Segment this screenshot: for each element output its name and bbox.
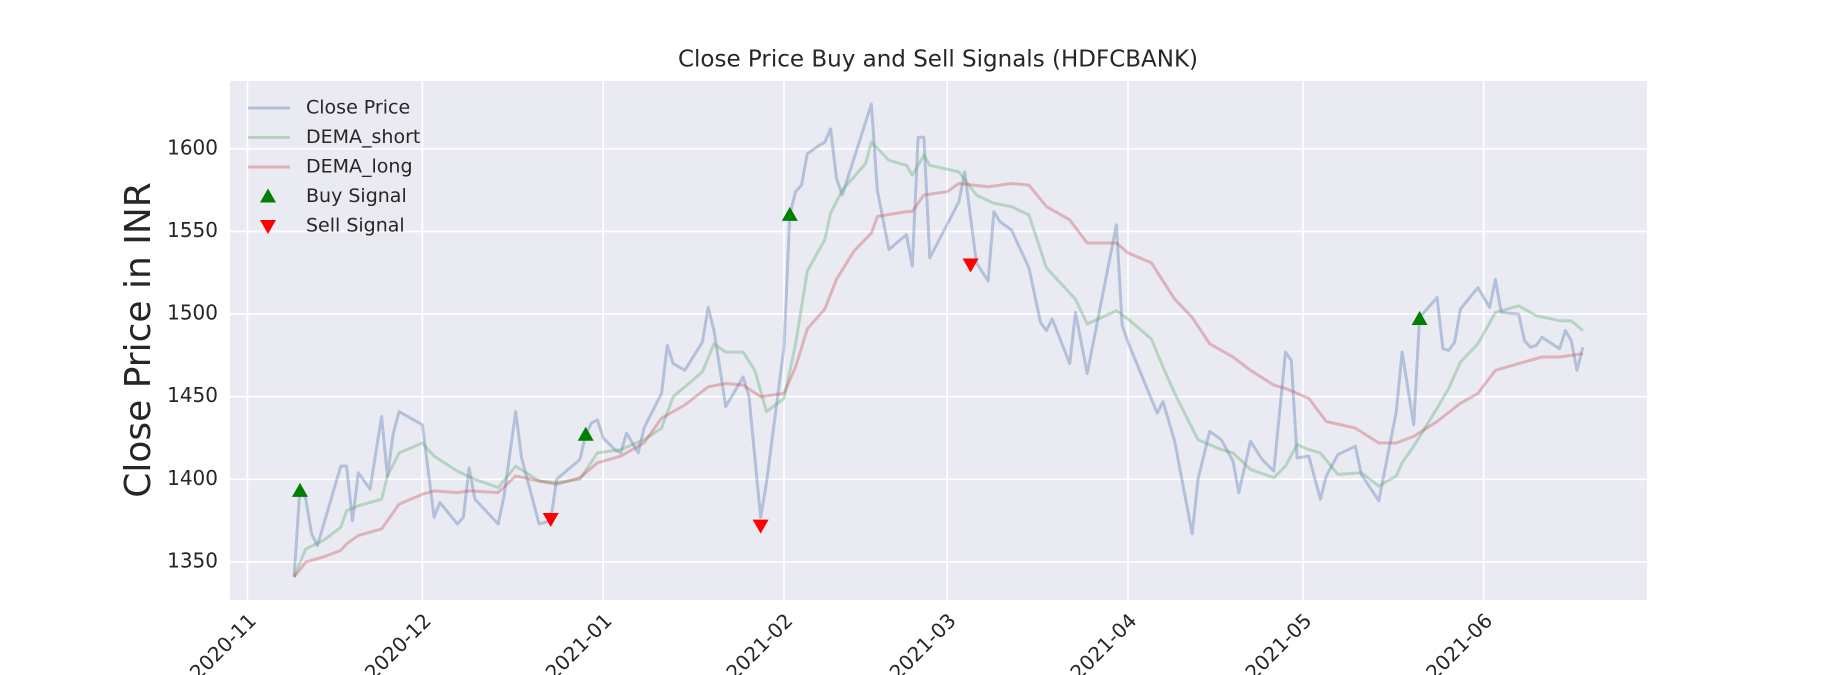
plot-area <box>230 81 1647 600</box>
signal-marker <box>542 513 559 528</box>
y-tick-label: 1550 <box>167 218 218 242</box>
y-tick-label: 1400 <box>167 466 218 490</box>
signal-marker <box>752 519 769 534</box>
legend-label: Close Price <box>306 97 410 119</box>
series-line <box>292 140 1584 578</box>
series-line <box>292 182 1584 578</box>
signal-marker <box>962 258 979 273</box>
series-line <box>292 102 1585 577</box>
signal-marker <box>781 206 798 221</box>
y-tick-label: 1450 <box>167 383 218 407</box>
y-tick-label: 1350 <box>167 548 218 572</box>
y-tick-label: 1600 <box>167 135 218 159</box>
y-tick-label: 1500 <box>167 301 218 325</box>
y-axis-label: Close Price in INR <box>118 182 159 498</box>
signal-marker <box>1411 311 1428 326</box>
signal-marker <box>291 482 308 497</box>
legend-marker <box>260 188 276 203</box>
legend-marker <box>260 220 276 234</box>
legend-label: DEMA_short <box>306 126 420 148</box>
chart-title: Close Price Buy and Sell Signals (HDFCBA… <box>678 47 1198 73</box>
legend-label: DEMA_long <box>306 156 413 178</box>
legend-label: Sell Signal <box>306 215 405 237</box>
legend-label: Buy Signal <box>306 185 407 207</box>
signal-marker <box>577 426 594 441</box>
